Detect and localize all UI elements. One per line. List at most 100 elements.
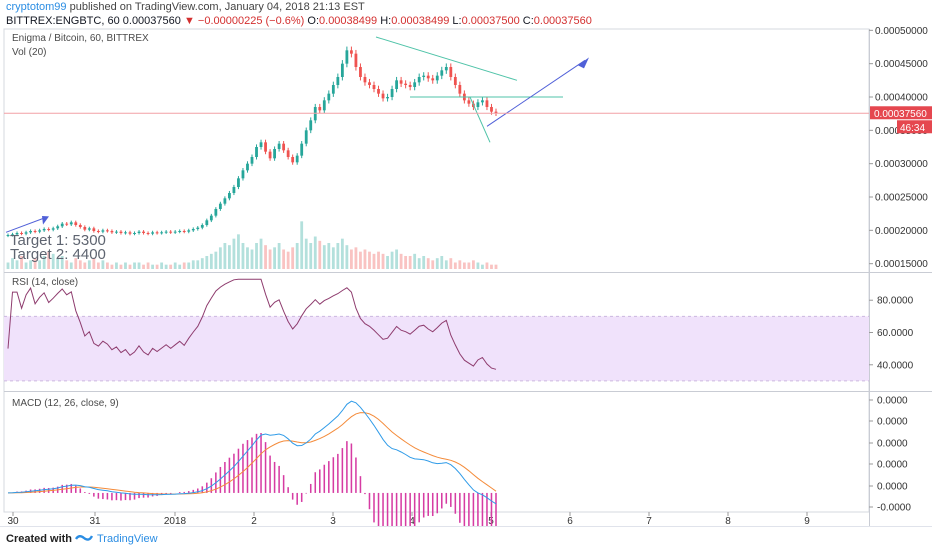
- candle-body: [142, 231, 145, 233]
- target-2-annotation: Target 2: 4400: [10, 246, 106, 263]
- candle-body: [255, 147, 258, 157]
- volume-bar: [205, 256, 209, 269]
- candle-body: [15, 233, 19, 235]
- candle-body: [137, 231, 141, 233]
- candle-body: [218, 203, 222, 209]
- candle-body: [318, 107, 322, 111]
- volume-bar: [408, 256, 412, 269]
- candle-body: [426, 75, 430, 79]
- rsi-tick-label: 40.0000: [877, 360, 914, 371]
- volume-bar: [399, 253, 403, 269]
- candle-body: [476, 102, 480, 107]
- volume-bar: [426, 258, 430, 269]
- candle-body: [309, 120, 313, 131]
- open-label: O:: [307, 15, 320, 27]
- candle-body: [363, 77, 367, 83]
- candle-body: [187, 230, 191, 232]
- volume-bar: [78, 260, 82, 269]
- candle-body: [101, 230, 105, 232]
- volume-bar: [363, 249, 367, 269]
- volume-bar: [313, 236, 317, 269]
- volume-bar: [15, 260, 19, 269]
- x-tick-label: 2018: [164, 516, 187, 526]
- x-tick-label: 3: [330, 516, 336, 526]
- candle-body: [200, 225, 204, 228]
- volume-bar: [42, 256, 46, 269]
- low-value: 0.00037500: [461, 15, 520, 27]
- candle-body: [408, 85, 412, 87]
- candle-body: [205, 220, 209, 225]
- volume-bar: [449, 258, 453, 269]
- volume-bar: [33, 258, 37, 269]
- volume-bar: [24, 262, 28, 269]
- volume-bar: [259, 238, 263, 269]
- candle-body: [345, 50, 349, 64]
- tradingview-brand-link[interactable]: TradingView: [97, 533, 158, 545]
- volume-bar: [160, 262, 164, 269]
- candle-body: [368, 82, 371, 85]
- volume-bar: [309, 243, 313, 269]
- volume-bar: [187, 262, 191, 269]
- left-arrow-icon: [42, 216, 49, 225]
- volume-bar: [223, 243, 227, 269]
- candle-body: [29, 231, 32, 233]
- x-tick-label: 31: [89, 516, 101, 526]
- volume-bar: [368, 251, 371, 269]
- volume-bar: [60, 256, 64, 269]
- volume-bar: [277, 243, 281, 269]
- y-tick-label: 0.00045000: [875, 59, 928, 70]
- candle-body: [228, 193, 231, 199]
- y-tick-label: 0.00050000: [875, 26, 928, 37]
- volume-bar: [417, 258, 421, 269]
- volume-bar: [481, 264, 484, 269]
- candle-body: [494, 111, 498, 113]
- volume-bar: [282, 249, 286, 269]
- candle-body: [173, 231, 177, 233]
- candle-body: [160, 232, 164, 234]
- volume-bar: [110, 264, 114, 269]
- volume-bar: [173, 262, 177, 269]
- volume-bar: [155, 264, 159, 269]
- candle-body: [490, 107, 493, 112]
- volume-bar: [300, 221, 304, 269]
- volume-bar: [209, 253, 213, 269]
- candle-body: [214, 209, 218, 216]
- publish-info: published on TradingView.com, January 04…: [69, 1, 365, 13]
- volume-bar: [6, 262, 10, 269]
- candle-body: [354, 53, 358, 67]
- volume-bar: [196, 260, 200, 269]
- candle-body: [151, 232, 154, 234]
- volume-bar: [250, 249, 254, 269]
- volume-bar: [119, 264, 123, 269]
- macd-tick-label: 0.0000: [877, 417, 908, 428]
- candle-body: [20, 233, 23, 234]
- volume-bar: [444, 260, 448, 269]
- volume-bar: [241, 243, 245, 269]
- rsi-tick-label: 60.0000: [877, 328, 914, 339]
- candle-body: [264, 142, 267, 152]
- symbol-label: BITTREX:ENGBTC, 60: [6, 15, 120, 27]
- volume-bar: [142, 264, 145, 269]
- candle-body: [259, 142, 263, 147]
- candle-body: [359, 67, 362, 77]
- macd-tick-label: 0.0000: [877, 439, 908, 450]
- volume-bar: [458, 260, 462, 269]
- candle-body: [119, 231, 123, 233]
- volume-bar: [264, 245, 267, 269]
- x-tick-label: 8: [725, 516, 731, 526]
- volume-pane-title: Vol (20): [12, 47, 47, 58]
- candle-body: [169, 231, 173, 233]
- candle-body: [449, 67, 453, 77]
- volume-bar: [124, 262, 127, 269]
- candle-body: [38, 230, 42, 232]
- x-tick-label: 2: [251, 516, 257, 526]
- candle-body: [24, 232, 28, 234]
- x-tick-label: 6: [567, 516, 573, 526]
- chart-canvas[interactable]: 30312018234567890.000500000.000450000.00…: [0, 0, 932, 526]
- volume-bar: [462, 262, 466, 269]
- volume-bar: [228, 245, 231, 269]
- descending-trendline: [375, 36, 518, 81]
- author-link[interactable]: cryptotom99: [6, 1, 67, 13]
- candle-body: [485, 100, 489, 107]
- candle-body: [96, 231, 100, 232]
